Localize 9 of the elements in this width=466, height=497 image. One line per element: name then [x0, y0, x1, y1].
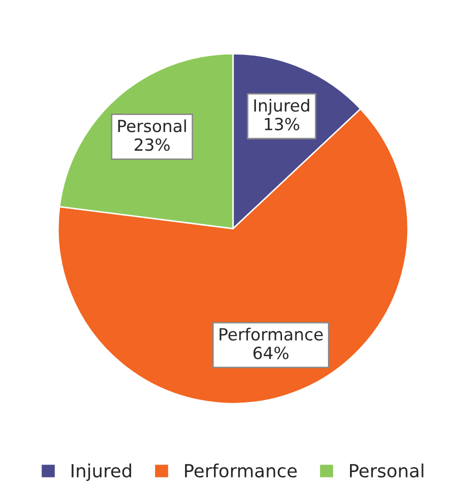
data-label: 64%: [253, 346, 288, 360]
slice-label: Personal: [118, 119, 186, 132]
slice-label: Performance: [220, 328, 323, 341]
legend-label: Personal: [350, 464, 424, 478]
data-label: 13%: [264, 118, 300, 130]
legend-label: Injured: [72, 464, 132, 482]
legend-label: Performance: [185, 464, 297, 478]
data-label: 23%: [134, 138, 170, 151]
slice-label: Injured: [254, 98, 310, 115]
